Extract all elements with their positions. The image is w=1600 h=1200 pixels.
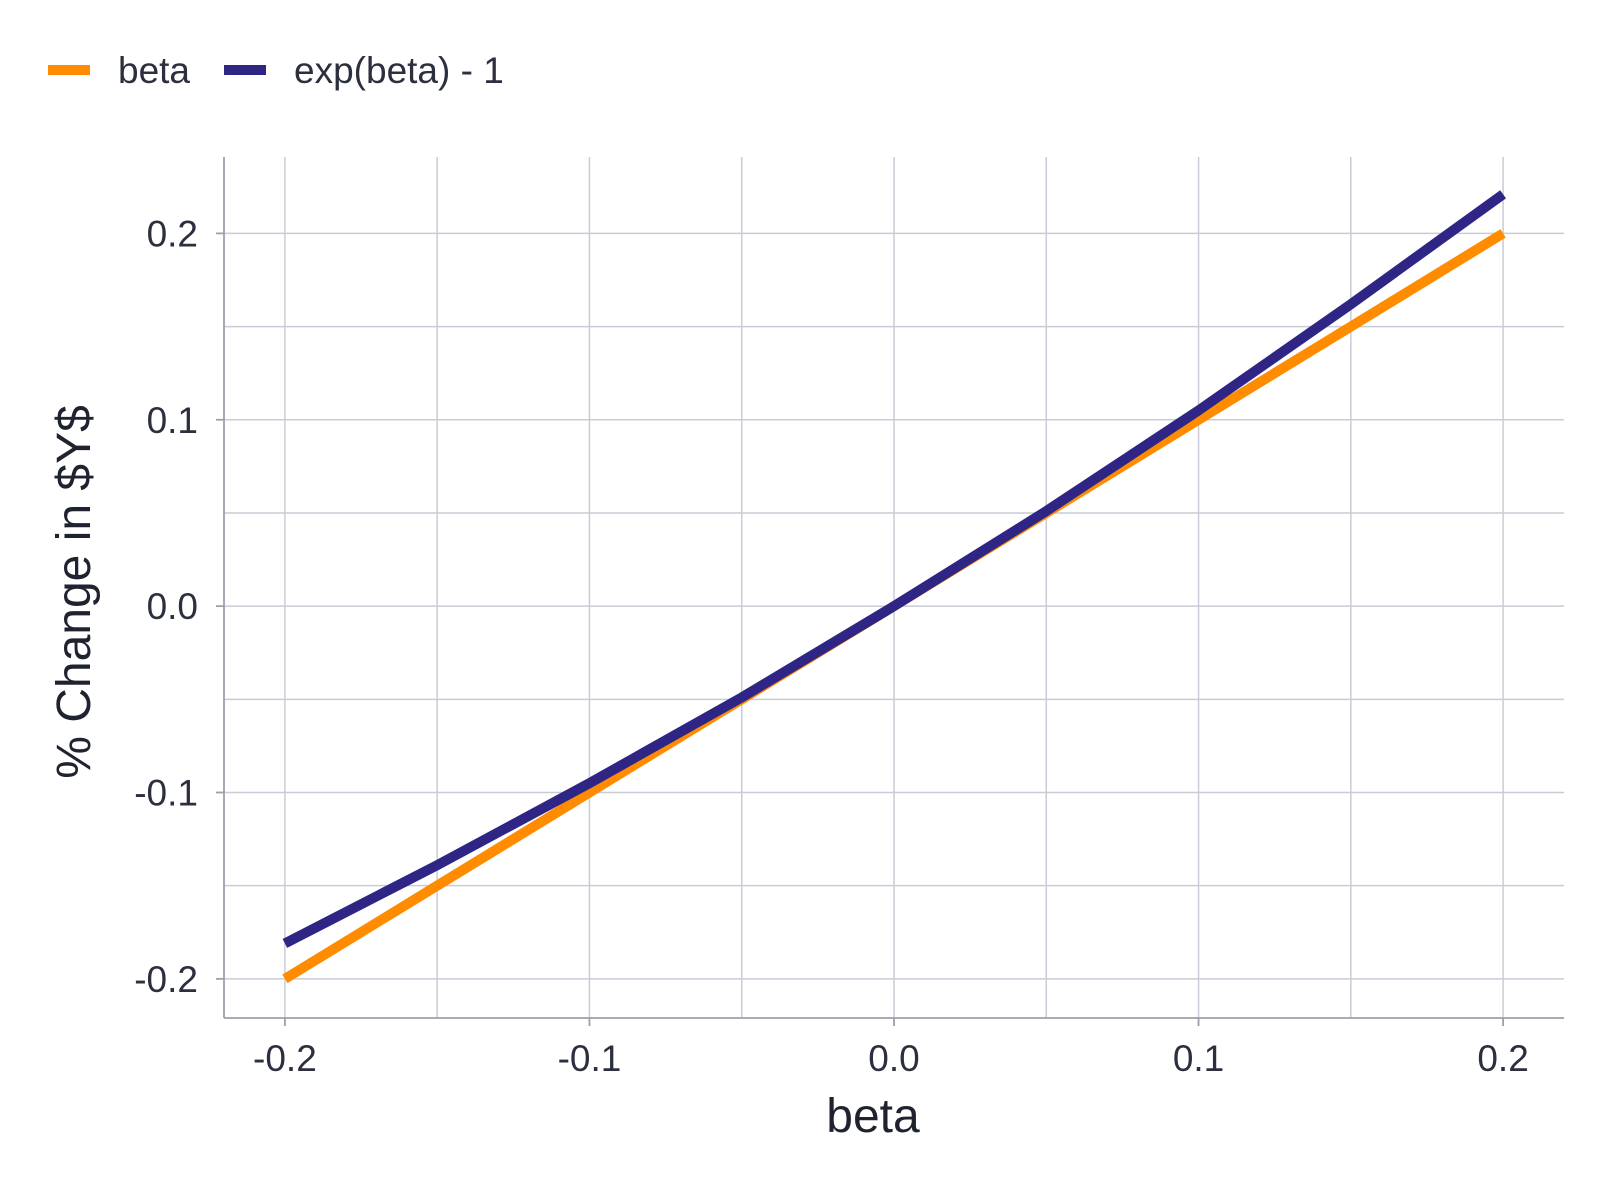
axes — [216, 157, 1564, 1026]
legend: beta exp(beta) - 1 — [48, 50, 504, 91]
y-tick-label: -0.1 — [134, 773, 198, 814]
x-axis-title: beta — [826, 1090, 920, 1143]
y-tick-label: 0.0 — [147, 586, 198, 627]
x-tick-label: 0.1 — [1173, 1038, 1224, 1079]
x-tick-label: 0.2 — [1477, 1038, 1528, 1079]
y-tick-label: -0.2 — [134, 959, 198, 1000]
y-tick-label: 0.2 — [147, 213, 198, 254]
legend-label-beta: beta — [118, 50, 190, 91]
x-tick-label: -0.1 — [558, 1038, 622, 1079]
x-tick-label: 0.0 — [868, 1038, 919, 1079]
legend-label-exp-beta-1: exp(beta) - 1 — [294, 50, 504, 91]
series-lines — [282, 190, 1507, 984]
series-line-exp-beta-1 — [282, 190, 1507, 948]
x-tick-label: -0.2 — [253, 1038, 317, 1079]
y-axis-title: % Change in $Y$ — [48, 405, 101, 779]
y-tick-label: 0.1 — [147, 400, 198, 441]
tick-labels: -0.2 -0.1 0.0 0.1 0.2 -0.2 -0.1 0.0 0.1 0.2 — [134, 213, 1529, 1079]
